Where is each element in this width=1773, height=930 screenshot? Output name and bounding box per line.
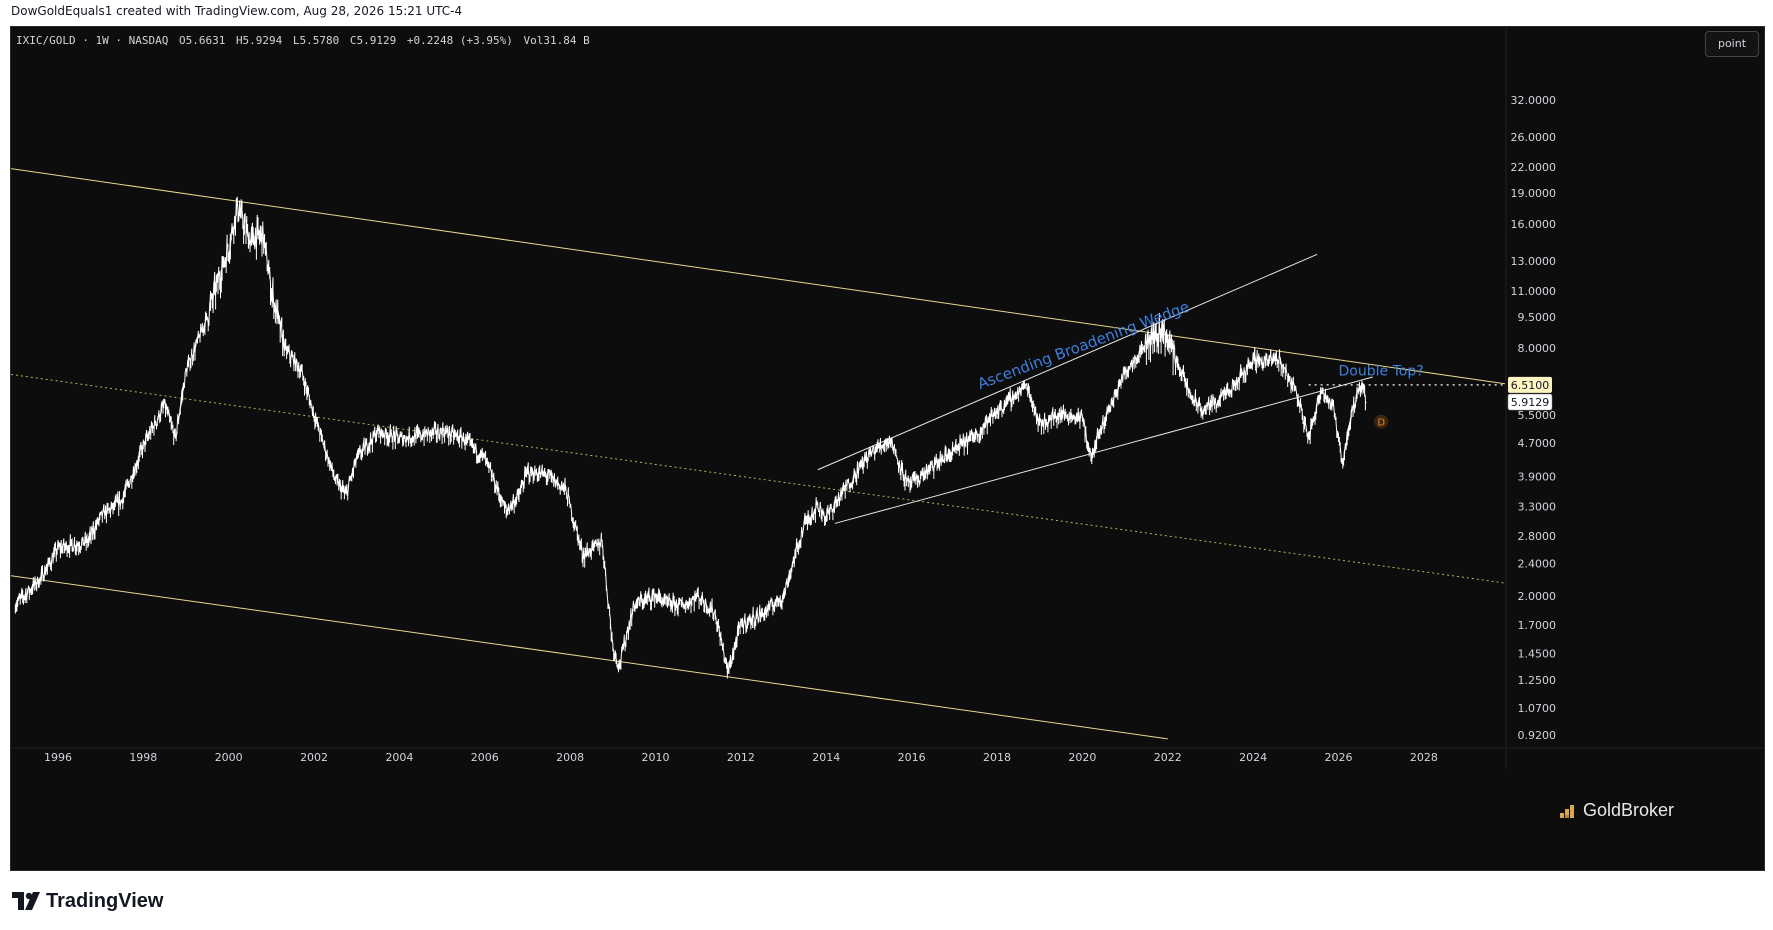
double-top-annotation[interactable]: Double Top? bbox=[1339, 364, 1424, 380]
time-axis-tick: 2016 bbox=[898, 751, 926, 764]
price-axis-tick: 2.8000 bbox=[1518, 530, 1557, 543]
resistance-price-label: 6.5100 bbox=[1511, 379, 1550, 392]
tradingview-mark-icon bbox=[12, 892, 40, 910]
time-axis-tick: 2026 bbox=[1325, 751, 1353, 764]
goldbroker-watermark: GoldBroker bbox=[1560, 800, 1674, 821]
price-axis-tick: 1.7000 bbox=[1518, 619, 1557, 632]
price-axis-tick: 3.3000 bbox=[1518, 500, 1557, 513]
legend-high: H5.9294 bbox=[235, 34, 283, 47]
price-axis-tick: 8.0000 bbox=[1518, 342, 1557, 355]
price-axis-tick: 9.5000 bbox=[1518, 311, 1557, 324]
price-series-line[interactable] bbox=[14, 196, 1367, 679]
trendline-channel-mid[interactable] bbox=[11, 373, 1506, 584]
chart-frame[interactable]: Ascending Broadening Wedge Double Top? D 3… bbox=[10, 26, 1765, 871]
symbol-legend: IXIC/GOLD · 1W · NASDAQ O5.6631 H5.9294 … bbox=[16, 34, 594, 47]
price-axis-tick: 16.0000 bbox=[1511, 218, 1557, 231]
time-axis-tick: 2008 bbox=[556, 751, 584, 764]
price-axis-tick: 13.0000 bbox=[1511, 255, 1557, 268]
trendline-channel-lower[interactable] bbox=[11, 575, 1168, 740]
time-axis-tick: 2018 bbox=[983, 751, 1011, 764]
legend-low: L5.5780 bbox=[292, 34, 340, 47]
price-axis-tick: 3.9000 bbox=[1518, 471, 1557, 484]
trendline-wedge-upper[interactable] bbox=[817, 253, 1318, 471]
time-axis-tick: 2010 bbox=[642, 751, 670, 764]
price-axis-tick: 22.0000 bbox=[1511, 161, 1557, 174]
price-axis-tick: 1.4500 bbox=[1518, 648, 1557, 661]
time-axis-tick: 2012 bbox=[727, 751, 755, 764]
price-axis-tick: 11.0000 bbox=[1511, 285, 1557, 298]
price-axis-tick: 2.0000 bbox=[1518, 590, 1557, 603]
last-price-label: 5.9129 bbox=[1511, 396, 1550, 409]
time-axis-tick: 1998 bbox=[129, 751, 157, 764]
trendline-channel-upper[interactable] bbox=[11, 168, 1506, 385]
time-axis-tick: 1996 bbox=[44, 751, 72, 764]
time-axis-tick: 2024 bbox=[1239, 751, 1267, 764]
time-axis-tick: 2020 bbox=[1068, 751, 1096, 764]
tradingview-wordmark: TradingView bbox=[46, 889, 164, 912]
legend-close: C5.9129 bbox=[349, 34, 397, 47]
time-axis-tick: 2028 bbox=[1410, 751, 1438, 764]
chart-canvas[interactable]: Ascending Broadening Wedge Double Top?D 3… bbox=[11, 27, 1764, 870]
price-axis-tick: 32.0000 bbox=[1511, 94, 1557, 107]
price-axis-tick: 1.0700 bbox=[1518, 702, 1557, 715]
price-axis-tick: 4.7000 bbox=[1518, 437, 1557, 450]
legend-open: O5.6631 bbox=[178, 34, 226, 47]
time-axis-tick: 2014 bbox=[812, 751, 840, 764]
time-axis-tick: 2022 bbox=[1154, 751, 1182, 764]
time-axis-tick: 2000 bbox=[215, 751, 243, 764]
legend-symbol[interactable]: IXIC/GOLD · 1W · NASDAQ bbox=[16, 34, 169, 47]
time-axis-tick: 2006 bbox=[471, 751, 499, 764]
time-axis-tick: 2004 bbox=[385, 751, 413, 764]
last-price-label-bg bbox=[1507, 393, 1553, 411]
tradingview-logo[interactable]: TradingView bbox=[12, 888, 163, 914]
chart-author-line: DowGoldEquals1 created with TradingView.… bbox=[11, 4, 463, 18]
price-axis-tick: 19.0000 bbox=[1511, 187, 1557, 200]
price-axis-tick: 2.4000 bbox=[1518, 557, 1557, 570]
dividend-marker-icon bbox=[1374, 414, 1389, 429]
goldbroker-bars-icon bbox=[1560, 804, 1574, 818]
resistance-price-label-bg bbox=[1508, 376, 1552, 393]
price-axis-tick: 26.0000 bbox=[1511, 131, 1557, 144]
price-axis-tick: 1.2500 bbox=[1518, 674, 1557, 687]
trendline-wedge-lower[interactable] bbox=[834, 376, 1373, 524]
price-axis-tick: 5.5000 bbox=[1518, 409, 1557, 422]
dividend-marker-label: D bbox=[1377, 418, 1385, 429]
legend-volume: Vol31.84 B bbox=[523, 34, 590, 47]
legend-change: +0.2248 (+3.95%) bbox=[406, 34, 513, 47]
price-scale-mode-button[interactable]: point bbox=[1705, 31, 1759, 57]
time-axis-tick: 2002 bbox=[300, 751, 328, 764]
price-axis-tick: 0.9200 bbox=[1518, 729, 1557, 742]
goldbroker-text: GoldBroker bbox=[1583, 800, 1675, 820]
